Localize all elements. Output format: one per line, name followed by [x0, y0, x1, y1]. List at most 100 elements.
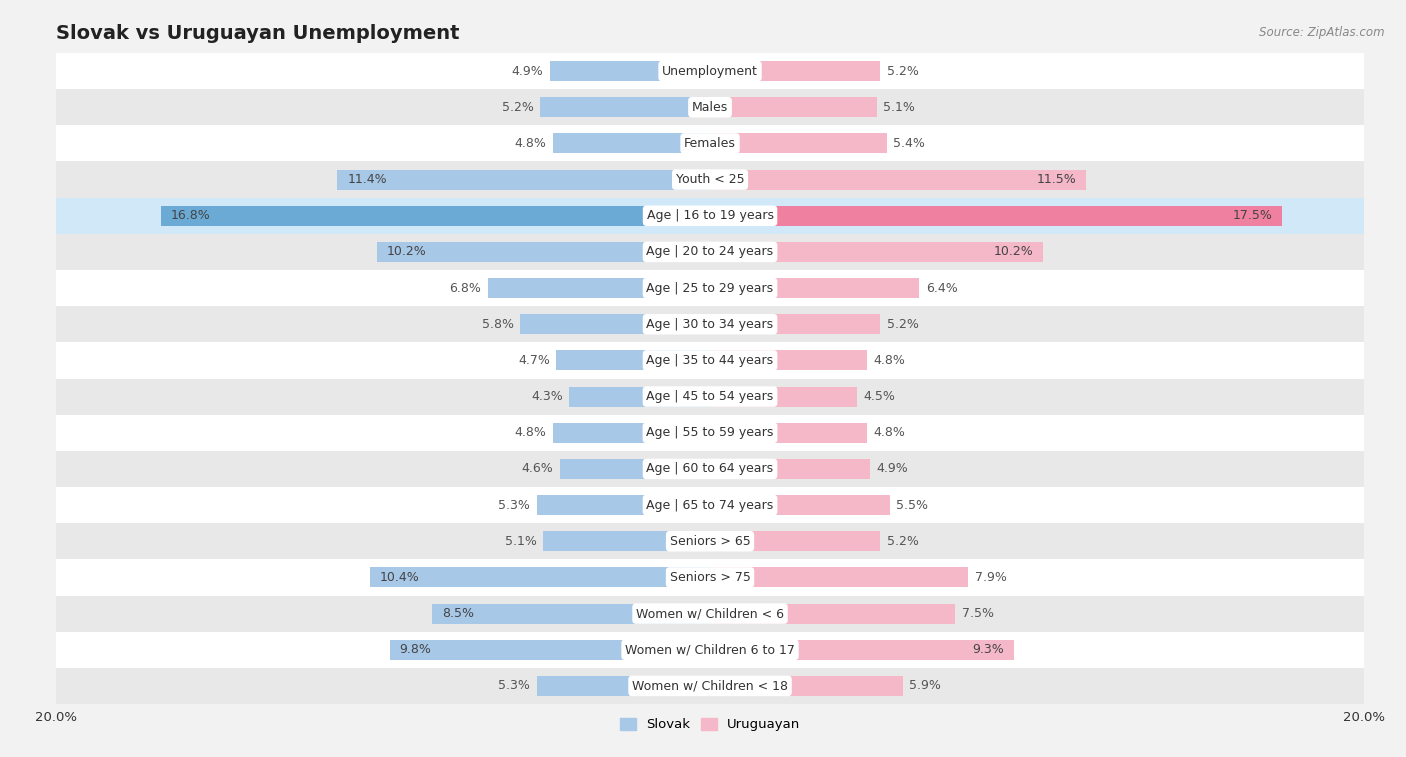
Text: 5.1%: 5.1% [505, 534, 537, 548]
Text: 10.2%: 10.2% [387, 245, 426, 258]
Text: Age | 16 to 19 years: Age | 16 to 19 years [647, 209, 773, 223]
Bar [56, 451, 1364, 487]
Text: Women w/ Children 6 to 17: Women w/ Children 6 to 17 [626, 643, 794, 656]
Bar [710, 133, 887, 154]
Text: Women w/ Children < 6: Women w/ Children < 6 [636, 607, 785, 620]
Bar [56, 89, 1364, 126]
Text: 4.8%: 4.8% [873, 354, 905, 367]
Text: 4.8%: 4.8% [515, 426, 547, 439]
Bar [56, 270, 1364, 306]
Bar [710, 206, 1282, 226]
Text: Women w/ Children < 18: Women w/ Children < 18 [633, 680, 787, 693]
Bar [710, 640, 1014, 659]
Text: 5.1%: 5.1% [883, 101, 915, 114]
Bar [543, 531, 710, 551]
Bar [710, 98, 877, 117]
Text: 5.2%: 5.2% [887, 64, 918, 77]
Bar [488, 278, 710, 298]
Bar [710, 603, 955, 624]
Text: 5.8%: 5.8% [482, 318, 515, 331]
Text: 5.2%: 5.2% [502, 101, 533, 114]
Text: Age | 35 to 44 years: Age | 35 to 44 years [647, 354, 773, 367]
Text: Source: ZipAtlas.com: Source: ZipAtlas.com [1260, 26, 1385, 39]
Text: 9.8%: 9.8% [399, 643, 432, 656]
Text: Age | 55 to 59 years: Age | 55 to 59 years [647, 426, 773, 439]
Bar [550, 61, 710, 81]
Text: 5.3%: 5.3% [498, 499, 530, 512]
Bar [710, 350, 868, 370]
Text: Age | 45 to 54 years: Age | 45 to 54 years [647, 390, 773, 403]
Text: 9.3%: 9.3% [973, 643, 1004, 656]
Bar [710, 314, 880, 334]
Bar [569, 387, 710, 407]
Bar [56, 306, 1364, 342]
Text: Unemployment: Unemployment [662, 64, 758, 77]
Bar [389, 640, 710, 659]
Text: 5.3%: 5.3% [498, 680, 530, 693]
Bar [160, 206, 710, 226]
Bar [56, 559, 1364, 596]
Text: Age | 20 to 24 years: Age | 20 to 24 years [647, 245, 773, 258]
Bar [56, 53, 1364, 89]
Text: Age | 65 to 74 years: Age | 65 to 74 years [647, 499, 773, 512]
Text: 6.4%: 6.4% [925, 282, 957, 294]
Bar [537, 676, 710, 696]
Bar [337, 170, 710, 189]
Text: 8.5%: 8.5% [441, 607, 474, 620]
Text: 7.9%: 7.9% [974, 571, 1007, 584]
Bar [56, 596, 1364, 631]
Text: 4.9%: 4.9% [512, 64, 543, 77]
Bar [710, 459, 870, 479]
Bar [370, 568, 710, 587]
Bar [56, 161, 1364, 198]
Bar [56, 198, 1364, 234]
Text: Age | 60 to 64 years: Age | 60 to 64 years [647, 463, 773, 475]
Text: Slovak vs Uruguayan Unemployment: Slovak vs Uruguayan Unemployment [56, 24, 460, 43]
Bar [377, 242, 710, 262]
Text: Seniors > 75: Seniors > 75 [669, 571, 751, 584]
Text: 4.7%: 4.7% [517, 354, 550, 367]
Bar [710, 242, 1043, 262]
Text: 5.9%: 5.9% [910, 680, 941, 693]
Bar [710, 61, 880, 81]
Text: 10.2%: 10.2% [994, 245, 1033, 258]
Text: 5.2%: 5.2% [887, 534, 918, 548]
Bar [553, 133, 710, 154]
Text: 16.8%: 16.8% [170, 209, 211, 223]
Bar [56, 126, 1364, 161]
Text: 6.8%: 6.8% [450, 282, 481, 294]
Bar [710, 423, 868, 443]
Text: 11.4%: 11.4% [347, 173, 387, 186]
Bar [710, 568, 969, 587]
Bar [540, 98, 710, 117]
Text: 4.8%: 4.8% [515, 137, 547, 150]
Text: 5.4%: 5.4% [893, 137, 925, 150]
Bar [710, 531, 880, 551]
Bar [710, 170, 1085, 189]
Text: 17.5%: 17.5% [1233, 209, 1272, 223]
Bar [710, 495, 890, 515]
Bar [56, 378, 1364, 415]
Text: 5.5%: 5.5% [897, 499, 928, 512]
Text: 4.6%: 4.6% [522, 463, 553, 475]
Bar [710, 278, 920, 298]
Bar [710, 676, 903, 696]
Text: Age | 25 to 29 years: Age | 25 to 29 years [647, 282, 773, 294]
Text: 4.5%: 4.5% [863, 390, 896, 403]
Text: 11.5%: 11.5% [1036, 173, 1076, 186]
Text: Females: Females [685, 137, 735, 150]
Bar [56, 342, 1364, 378]
Bar [56, 631, 1364, 668]
Text: 5.2%: 5.2% [887, 318, 918, 331]
Text: 10.4%: 10.4% [380, 571, 419, 584]
Bar [560, 459, 710, 479]
Bar [553, 423, 710, 443]
Text: Seniors > 65: Seniors > 65 [669, 534, 751, 548]
Bar [56, 415, 1364, 451]
Bar [537, 495, 710, 515]
Bar [56, 668, 1364, 704]
Bar [432, 603, 710, 624]
Text: Age | 30 to 34 years: Age | 30 to 34 years [647, 318, 773, 331]
Text: Youth < 25: Youth < 25 [676, 173, 744, 186]
Text: 4.9%: 4.9% [877, 463, 908, 475]
